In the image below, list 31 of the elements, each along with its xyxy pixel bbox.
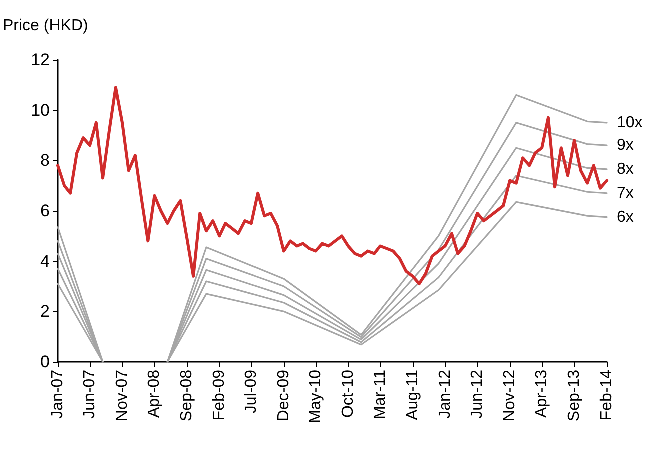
x-tick-label: Oct-10	[340, 370, 357, 418]
x-tick-label: Apr-13	[534, 370, 551, 418]
y-tick-label: 6	[40, 202, 50, 220]
x-tick-label: Jun-07	[82, 370, 99, 419]
x-tick-label: Sep-13	[566, 370, 584, 422]
x-tick-label: Mar-11	[372, 370, 389, 420]
y-axis-title: Price (HKD)	[3, 18, 88, 34]
y-tick-label: 12	[31, 50, 50, 70]
x-tick-label: Apr-08	[146, 370, 164, 418]
series-label: 10x	[617, 114, 643, 132]
y-tick-label: 0	[40, 352, 50, 372]
series-label: 7x	[617, 184, 634, 202]
x-tick-label: Sep-08	[178, 370, 196, 422]
series-label: 6x	[617, 208, 634, 226]
y-tick-label: 10	[31, 100, 50, 120]
x-tick-label: Jan-12	[436, 370, 454, 419]
x-tick-label: Nov-07	[114, 370, 131, 422]
series-label: 8x	[617, 160, 634, 178]
x-tick-label: May-10	[307, 370, 324, 424]
x-tick-label: Jul-09	[242, 370, 260, 414]
x-tick-label: Jun-12	[469, 370, 486, 419]
x-tick-label: Nov-12	[502, 370, 519, 422]
x-tick-label: Feb-09	[211, 370, 228, 421]
y-tick-label: 2	[40, 302, 50, 322]
y-tick-label: 8	[40, 151, 50, 170]
x-tick-label: Aug-11	[404, 370, 422, 420]
series-label: 9x	[617, 137, 634, 154]
x-tick-label: Jan-07	[50, 370, 66, 419]
y-tick-label: 4	[40, 252, 50, 271]
x-tick-label: Dec-09	[275, 370, 292, 422]
x-tick-label: Feb-14	[598, 370, 616, 421]
